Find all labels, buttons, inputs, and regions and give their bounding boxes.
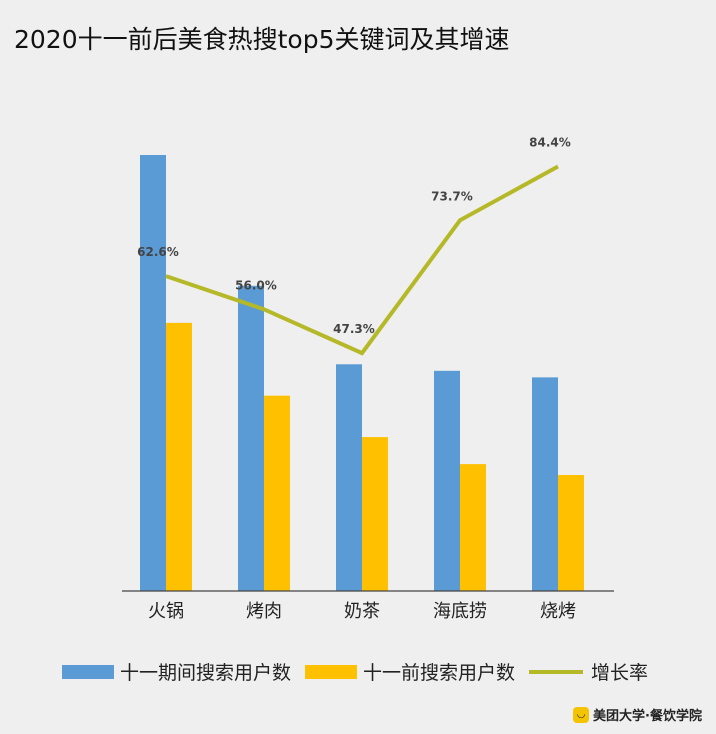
legend-item-growth: 增长率 [529, 658, 648, 685]
x-tick-label-4: 烧烤 [540, 601, 576, 622]
growth-rate-label-4: 84.4% [529, 135, 571, 149]
bar-before-1 [264, 395, 290, 591]
bar-during-4 [532, 377, 558, 591]
x-tick-label-1: 烤肉 [246, 601, 282, 622]
legend-item-during: 十一期间搜索用户数 [62, 658, 291, 685]
legend-label-before: 十一前搜索用户数 [363, 662, 516, 684]
legend-label-during: 十一期间搜索用户数 [120, 662, 292, 684]
legend-label-growth: 增长率 [591, 662, 649, 684]
growth-rate-label-2: 47.3% [333, 322, 375, 336]
meituan-logo-icon: ◡ [573, 706, 590, 723]
legend-swatch-during [62, 664, 114, 679]
bar-during-0 [140, 155, 166, 591]
bar-during-1 [238, 285, 264, 591]
growth-rate-label-3: 73.7% [431, 189, 473, 203]
x-tick-label-2: 奶茶 [344, 601, 380, 622]
chart-title: 2020十一前后美食热搜top5关键词及其增速 [14, 25, 510, 54]
bar-before-2 [362, 437, 388, 591]
bar-before-0 [166, 322, 192, 591]
legend-swatch-growth [529, 669, 584, 674]
bar-during-2 [336, 364, 362, 591]
growth-rate-label-1: 56.0% [235, 278, 277, 292]
x-tick-label-0: 火锅 [148, 601, 184, 622]
x-tick-label-3: 海底捞 [433, 601, 487, 622]
growth-rate-line [165, 164, 559, 356]
chart-legend: 十一期间搜索用户数 十一前搜索用户数 增长率 [62, 658, 662, 685]
legend-swatch-before [305, 664, 358, 679]
bar-before-3 [460, 464, 486, 591]
bar-before-4 [558, 475, 584, 591]
brand-text: 美团大学·餐饮学院 [593, 709, 702, 724]
bar-during-3 [434, 370, 460, 591]
growth-rate-label-0: 62.6% [137, 245, 179, 259]
brand-watermark: ◡ 美团大学·餐饮学院 [573, 705, 702, 724]
legend-item-before: 十一前搜索用户数 [305, 658, 515, 685]
